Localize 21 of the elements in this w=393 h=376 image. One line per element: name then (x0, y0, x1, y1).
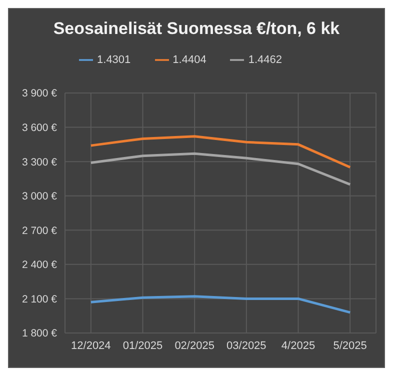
x-tick-label: 02/2025 (174, 340, 214, 352)
legend-label: 1.4462 (248, 54, 282, 66)
y-tick-label: 3 600 € (22, 122, 58, 134)
y-tick-label: 3 300 € (22, 156, 58, 168)
line-series (90, 295, 352, 314)
x-tick-label: 12/2024 (71, 340, 111, 352)
line-series (90, 152, 352, 186)
y-tick-label: 2 700 € (22, 224, 58, 237)
x-tick-label: 03/2025 (226, 340, 266, 352)
x-tick-label: 5/2025 (333, 340, 367, 352)
y-tick-label: 3 900 € (22, 88, 58, 100)
x-tick-label: 4/2025 (281, 340, 316, 352)
y-tick-label: 1 800 € (22, 328, 58, 340)
x-tick-label: 01/2025 (122, 340, 163, 352)
y-tick-label: 3 000 € (22, 190, 58, 203)
y-tick-label: 2 400 € (22, 259, 58, 272)
chart-title: Seosainelisät Suomessa €/ton, 6 kk (52, 18, 341, 40)
y-tick-label: 2 100 € (22, 293, 58, 306)
line-series (90, 135, 352, 169)
legend-label: 1.4404 (172, 54, 206, 66)
legend-label: 1.4301 (97, 54, 131, 66)
